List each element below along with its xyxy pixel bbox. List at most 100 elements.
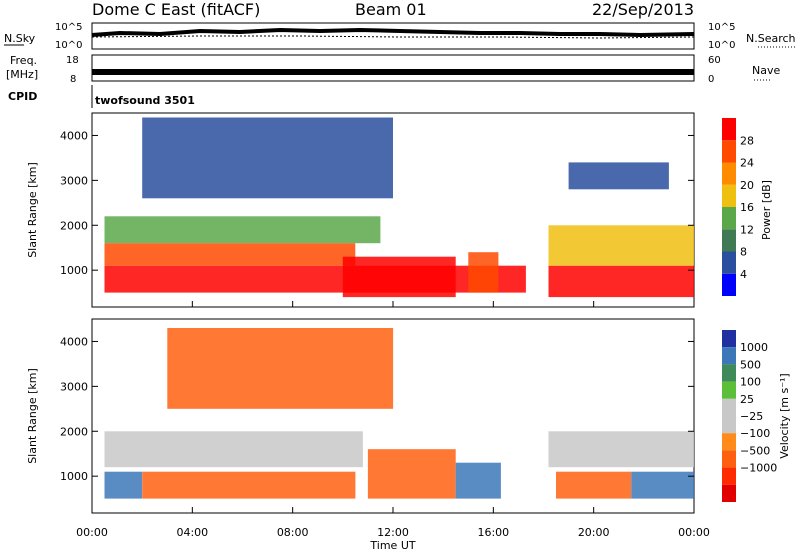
power-region-6 <box>548 225 694 266</box>
velocity-colorbar: Velocity [m s⁻¹] 1000 500 100 25 −25 −100 −500… <box>722 330 791 502</box>
power-region-0 <box>104 265 526 293</box>
velocity-colorbar-tick-0: 1000 <box>740 341 768 354</box>
freq-label: Freq. <box>10 54 37 67</box>
velocity-colorbar-swatch-1 <box>722 347 736 365</box>
cpid-label: CPID <box>8 90 37 103</box>
x-tick-label-6: 00:00 <box>678 526 710 539</box>
x-tick-label-1: 04:00 <box>176 526 208 539</box>
x-tick-label-5: 20:00 <box>578 526 610 539</box>
nsky-panel: N.Sky 10^5 10^0 10^5 10^0 N.Search <box>4 22 796 51</box>
velocity-colorbar-swatch-2 <box>722 364 736 382</box>
beam-title: Beam 01 <box>355 0 427 19</box>
velocity-colorbar-swatch-8 <box>722 467 736 485</box>
power-region-5 <box>548 265 694 298</box>
velocity-colorbar-swatch-4 <box>722 398 736 416</box>
velocity-region-7 <box>631 471 694 499</box>
velocity-colorbar-tick-3: 25 <box>740 393 754 406</box>
power-panel: 1000 2000 3000 4000 Slant Range [km] <box>26 112 695 308</box>
power-region-8 <box>568 162 669 190</box>
velocity-colorbar-swatch-6 <box>722 433 736 451</box>
nsearch-trace <box>91 35 695 39</box>
velocity-colorbar-tick-5: −100 <box>740 427 770 440</box>
power-colorbar-label: Power [dB] <box>760 180 773 240</box>
power-region-1 <box>104 243 356 266</box>
power-colorbar-swatch-1 <box>722 251 736 274</box>
x-tick-label-0: 00:00 <box>76 526 108 539</box>
power-colorbar-swatch-7 <box>722 118 736 141</box>
station-title: Dome C East (fitACF) <box>92 0 260 19</box>
cpid-panel: CPID twofsound 3501 <box>8 85 195 108</box>
power-colorbar-tick-5: 24 <box>740 157 754 170</box>
velocity-y-axis: 1000 2000 3000 4000 <box>60 335 695 513</box>
power-colorbar-swatch-0 <box>722 273 736 296</box>
power-region-4 <box>468 252 499 293</box>
power-colorbar-swatch-4 <box>722 184 736 207</box>
nsearch-label: N.Search <box>746 32 796 45</box>
power-ytick-label-3: 4000 <box>60 129 88 142</box>
velocity-colorbar-tick-2: 100 <box>740 376 761 389</box>
power-region-2 <box>104 216 381 244</box>
velocity-ytick-label-1: 2000 <box>60 425 88 438</box>
velocity-panel: 1000 2000 3000 4000 Slant Range [km] <box>26 318 695 514</box>
power-colorbar-swatch-2 <box>722 229 736 252</box>
velocity-colorbar-swatch-9 <box>722 484 736 502</box>
velocity-ytick-label-2: 3000 <box>60 380 88 393</box>
nave-label: Nave <box>752 64 780 77</box>
x-tick-label-4: 16:00 <box>477 526 509 539</box>
velocity-region-2 <box>104 471 143 499</box>
power-ytick-label-1: 2000 <box>60 219 88 232</box>
velocity-ytick-label-3: 4000 <box>60 335 88 348</box>
nsearch-tick-bottom: 10^0 <box>708 40 735 51</box>
velocity-colorbar-tick-6: −500 <box>740 444 770 457</box>
velocity-region-3 <box>367 449 456 499</box>
power-y-axis: 1000 2000 3000 4000 <box>60 129 695 307</box>
velocity-region-4 <box>455 462 501 499</box>
power-colorbar: Power [dB] 4 8 12 16 20 24 28 <box>722 118 773 296</box>
power-region-7 <box>142 117 393 199</box>
time-x-axis: 00:00 04:00 08:00 12:00 16:00 20:00 00:00 <box>76 526 710 539</box>
power-colorbar-swatch-5 <box>722 162 736 185</box>
freq-tick-bottom: 8 <box>70 74 76 85</box>
power-colorbar-tick-2: 12 <box>740 223 754 236</box>
velocity-ylabel: Slant Range [km] <box>26 368 39 464</box>
power-colorbar-swatch-6 <box>722 140 736 163</box>
nsky-tick-top: 10^5 <box>55 22 82 33</box>
velocity-region-0 <box>104 431 363 468</box>
nsearch-tick-top: 10^5 <box>708 22 735 33</box>
velocity-region-6 <box>556 471 632 499</box>
velocity-colorbar-swatch-7 <box>722 450 736 468</box>
x-axis-label: Time UT <box>369 539 415 552</box>
nsky-trace <box>91 27 695 38</box>
power-ylabel: Slant Range [km] <box>26 162 39 258</box>
power-colorbar-tick-3: 16 <box>740 201 754 214</box>
x-tick-label-2: 08:00 <box>277 526 309 539</box>
nave-tick-top: 60 <box>708 55 721 66</box>
velocity-ytick-label-0: 1000 <box>60 470 88 483</box>
velocity-colorbar-label: Velocity [m s⁻¹] <box>778 373 791 458</box>
velocity-region-5 <box>548 431 694 468</box>
velocity-colorbar-tick-7: −1000 <box>740 462 777 475</box>
freq-trace <box>92 69 694 75</box>
velocity-data-regions <box>104 328 694 499</box>
power-region-3 <box>342 256 456 298</box>
power-data-regions <box>104 117 694 298</box>
freq-unit: [MHz] <box>6 68 38 81</box>
velocity-region-1 <box>142 471 356 499</box>
freq-tick-top: 18 <box>66 55 79 66</box>
velocity-colorbar-tick-1: 500 <box>740 358 761 371</box>
power-colorbar-swatch-3 <box>722 207 736 230</box>
power-ytick-label-2: 3000 <box>60 174 88 187</box>
power-colorbar-tick-1: 8 <box>740 246 747 259</box>
nsky-tick-bottom: 10^0 <box>55 40 82 51</box>
power-ytick-label-0: 1000 <box>60 264 88 277</box>
nsky-label: N.Sky <box>4 32 36 45</box>
date-title: 22/Sep/2013 <box>592 0 694 19</box>
freq-panel: Freq. [MHz] 18 8 60 0 Nave <box>6 54 780 85</box>
x-tick-label-3: 12:00 <box>377 526 409 539</box>
power-colorbar-tick-4: 20 <box>740 179 754 192</box>
velocity-colorbar-swatch-5 <box>722 416 736 434</box>
nave-tick-bottom: 0 <box>708 74 714 85</box>
velocity-colorbar-tick-4: −25 <box>740 410 763 423</box>
